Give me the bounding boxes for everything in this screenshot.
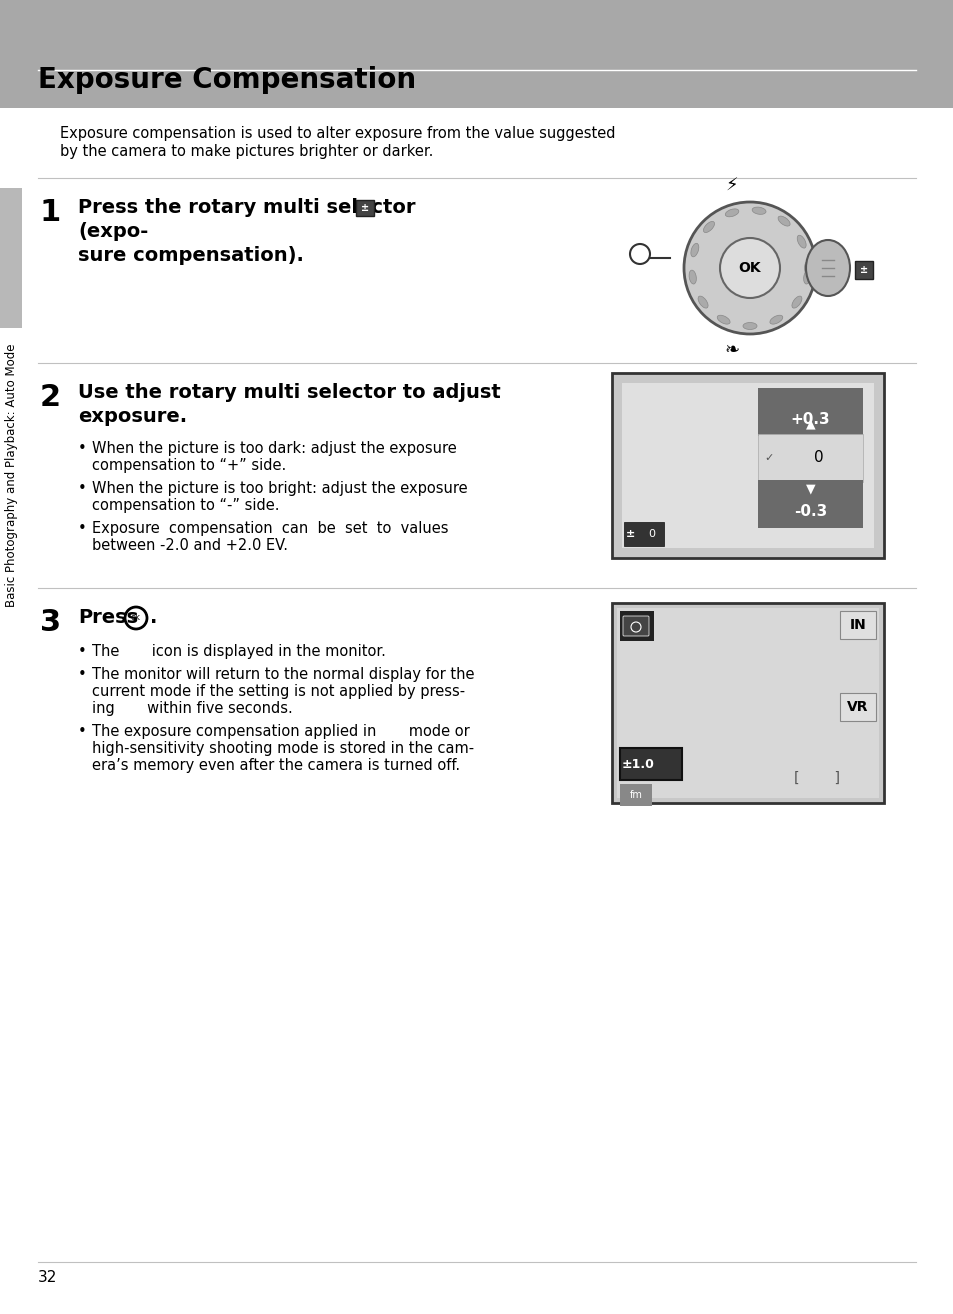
Text: high-sensitivity shooting mode is stored in the cam-: high-sensitivity shooting mode is stored… [91,741,474,756]
Text: ❧: ❧ [723,342,739,359]
Text: •: • [78,724,87,738]
Ellipse shape [742,322,757,330]
Ellipse shape [797,235,805,248]
Text: ok: ok [131,614,141,623]
Text: exposure.: exposure. [78,407,187,426]
Text: 2: 2 [40,382,61,413]
Ellipse shape [805,240,849,296]
Text: •: • [78,442,87,456]
FancyBboxPatch shape [612,373,883,558]
FancyBboxPatch shape [758,388,862,436]
FancyBboxPatch shape [355,200,374,215]
Text: ±: ± [859,265,867,275]
Ellipse shape [724,209,738,217]
Text: 0: 0 [648,530,655,539]
Text: When the picture is too bright: adjust the exposure: When the picture is too bright: adjust t… [91,481,467,495]
Text: sure compensation).: sure compensation). [78,246,304,265]
Text: ✓: ✓ [763,453,773,463]
Text: ±1.0: ±1.0 [621,757,654,770]
Text: Basic Photography and Playback: Auto Mode: Basic Photography and Playback: Auto Mod… [6,344,18,607]
Text: 0: 0 [813,451,822,465]
Text: ing       within five seconds.: ing within five seconds. [91,700,293,716]
Text: +0.3: +0.3 [790,413,829,427]
FancyBboxPatch shape [623,522,663,547]
FancyBboxPatch shape [854,261,872,279]
Ellipse shape [791,296,801,307]
FancyBboxPatch shape [840,692,875,721]
Text: current mode if the setting is not applied by press-: current mode if the setting is not appli… [91,685,465,699]
Ellipse shape [802,271,810,284]
FancyBboxPatch shape [758,434,862,482]
FancyBboxPatch shape [612,603,883,803]
Text: ±: ± [625,530,635,539]
FancyBboxPatch shape [622,616,648,636]
Circle shape [720,238,780,298]
Text: compensation to “-” side.: compensation to “-” side. [91,498,279,512]
Text: 1: 1 [40,198,61,227]
Ellipse shape [778,215,789,226]
Ellipse shape [690,243,699,256]
Text: The       icon is displayed in the monitor.: The icon is displayed in the monitor. [91,644,385,660]
Text: Press: Press [78,608,138,627]
Text: 32: 32 [38,1271,57,1285]
Text: ▲: ▲ [805,417,815,430]
FancyBboxPatch shape [619,784,651,805]
Ellipse shape [769,315,782,325]
Text: ▼: ▼ [805,482,815,495]
Text: •: • [78,668,87,682]
Text: Exposure compensation is used to alter exposure from the value suggested: Exposure compensation is used to alter e… [60,126,615,141]
Ellipse shape [688,271,696,284]
FancyBboxPatch shape [617,608,878,798]
Text: •: • [78,481,87,495]
Ellipse shape [698,296,707,307]
Text: 3: 3 [40,608,61,637]
Text: •: • [78,644,87,660]
Text: ⚡: ⚡ [725,177,738,194]
Text: Press the rotary multi selector: Press the rotary multi selector [78,198,416,217]
Text: between -2.0 and +2.0 EV.: between -2.0 and +2.0 EV. [91,537,288,553]
Text: Use the rotary multi selector to adjust: Use the rotary multi selector to adjust [78,382,500,402]
Ellipse shape [702,222,714,233]
FancyBboxPatch shape [0,0,953,108]
FancyBboxPatch shape [758,480,862,528]
FancyBboxPatch shape [619,748,681,781]
Text: OK: OK [738,261,760,275]
Ellipse shape [717,315,729,325]
FancyBboxPatch shape [619,611,654,641]
Text: VR: VR [846,700,868,714]
Text: -0.3: -0.3 [793,505,826,519]
Text: IN: IN [849,618,865,632]
Text: ±: ± [360,202,369,213]
Text: •: • [78,520,87,536]
Text: [        ]: [ ] [793,771,840,784]
Text: When the picture is too dark: adjust the exposure: When the picture is too dark: adjust the… [91,442,456,456]
Ellipse shape [751,208,765,214]
Text: compensation to “+” side.: compensation to “+” side. [91,459,286,473]
Text: fm: fm [629,790,641,800]
FancyBboxPatch shape [840,611,875,639]
Circle shape [683,202,815,334]
Text: era’s memory even after the camera is turned off.: era’s memory even after the camera is tu… [91,758,459,773]
Text: Exposure  compensation  can  be  set  to  values: Exposure compensation can be set to valu… [91,520,448,536]
Text: .: . [150,608,157,627]
Text: Exposure Compensation: Exposure Compensation [38,66,416,95]
FancyBboxPatch shape [621,382,873,548]
Text: by the camera to make pictures brighter or darker.: by the camera to make pictures brighter … [60,145,433,159]
Ellipse shape [803,261,811,275]
Text: The monitor will return to the normal display for the: The monitor will return to the normal di… [91,668,474,682]
Text: The exposure compensation applied in       mode or: The exposure compensation applied in mod… [91,724,469,738]
Text: (expo-: (expo- [78,222,148,240]
FancyBboxPatch shape [0,188,22,328]
